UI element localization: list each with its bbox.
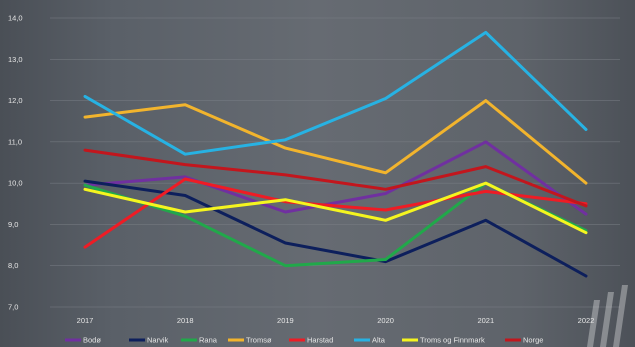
legend-item: Norge [505, 336, 543, 345]
gridlines [50, 17, 620, 308]
legend-label: Alta [372, 336, 386, 345]
series-line-narvik [83, 179, 588, 278]
series-lines [83, 30, 588, 278]
y-tick-label: 14,0 [8, 14, 23, 23]
series-line-bodø [83, 140, 588, 216]
legend-label: Norge [523, 336, 543, 345]
legend-item: Tromsø [228, 336, 272, 345]
x-tick-label: 2018 [177, 316, 194, 325]
y-tick-label: 11,0 [8, 137, 22, 146]
y-tick-label: 13,0 [8, 55, 23, 64]
legend-item: Harstad [289, 336, 333, 345]
legend-item: Bodø [65, 336, 101, 345]
legend-item: Alta [354, 336, 386, 345]
legend-item: Troms og Finnmark [402, 336, 485, 345]
legend-label: Troms og Finnmark [420, 336, 485, 345]
x-axis-tick-labels: 2017 2018 2019 2020 2021 2022 [77, 316, 595, 325]
legend-item: Rana [181, 336, 218, 345]
legend-label: Harstad [307, 336, 333, 345]
x-tick-label: 2020 [377, 316, 394, 325]
legend-item: Narvik [129, 336, 169, 345]
x-tick-label: 2017 [77, 316, 94, 325]
y-tick-label: 10,0 [8, 179, 23, 188]
y-axis-tick-labels: 7,0 8,0 9,0 10,0 11,0 12,0 13,0 14,0 [8, 14, 23, 312]
x-tick-label: 2022 [578, 316, 595, 325]
legend-label: Tromsø [246, 336, 272, 345]
y-tick-label: 9,0 [8, 220, 18, 229]
series-line-troms-og-finnmark [83, 181, 588, 235]
x-tick-label: 2021 [477, 316, 494, 325]
series-line-norge [83, 148, 588, 208]
y-tick-label: 7,0 [8, 303, 18, 312]
series-line-harstad [83, 177, 588, 249]
legend-label: Rana [199, 336, 218, 345]
series-line-tromsø [83, 99, 588, 185]
series-line-alta [83, 30, 588, 156]
legend: Bodø Narvik Rana Tromsø Harstad Alta Troms og … [65, 336, 543, 345]
logo-watermark [587, 285, 628, 347]
x-tick-label: 2019 [277, 316, 294, 325]
y-tick-label: 12,0 [8, 96, 23, 105]
y-tick-label: 8,0 [8, 261, 18, 270]
legend-label: Narvik [147, 336, 169, 345]
legend-label: Bodø [83, 336, 101, 345]
